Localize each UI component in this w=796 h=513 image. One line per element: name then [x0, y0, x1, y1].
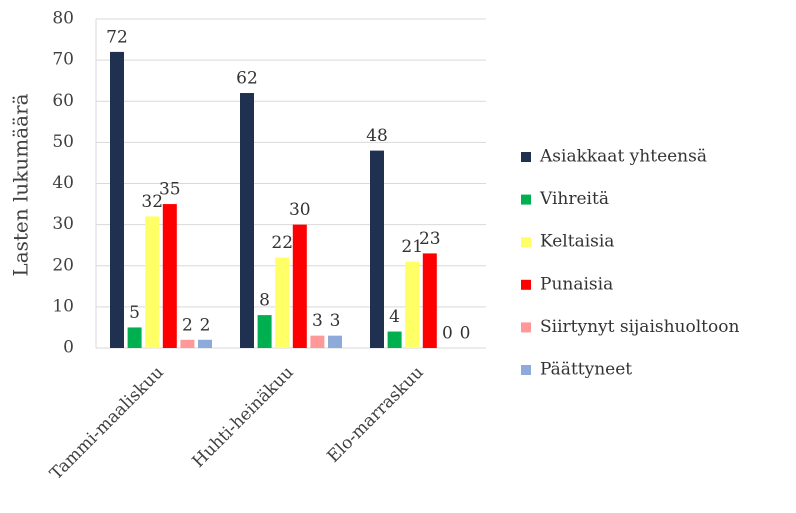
data-label: 0 [442, 324, 453, 344]
legend-swatch [521, 194, 531, 205]
y-tick-label: 60 [52, 91, 74, 111]
y-tick-label: 30 [52, 214, 74, 234]
data-label: 2 [200, 315, 211, 335]
x-tick-label: Tammi-maaliskuu [46, 363, 167, 484]
data-label: 30 [289, 200, 311, 220]
bar [275, 257, 290, 348]
bar [370, 150, 384, 348]
data-label: 4 [389, 307, 400, 327]
data-label: 3 [312, 311, 323, 331]
x-tick-label: Huhti-heinäkuu [188, 363, 297, 472]
bar [110, 51, 124, 349]
data-label: 3 [330, 311, 341, 331]
data-label: 32 [141, 192, 163, 212]
bar [422, 253, 437, 348]
data-label: 0 [460, 324, 471, 344]
data-label: 72 [106, 27, 128, 47]
y-tick-label: 20 [52, 255, 74, 275]
data-label: 21 [401, 237, 423, 257]
y-tick-label: 0 [63, 338, 74, 358]
legend-label: Vihreitä [539, 189, 609, 209]
bar [162, 204, 177, 348]
bar [257, 315, 272, 348]
legend-label: Asiakkaat yhteensä [539, 147, 707, 167]
data-label: 5 [129, 303, 140, 323]
bar [310, 335, 325, 348]
data-label: 2 [182, 315, 193, 335]
legend-label: Siirtynyt sijaishuoltoon [540, 317, 739, 337]
y-axis-label: Lasten lukumäärä [9, 93, 33, 276]
bar [198, 339, 212, 348]
y-tick-label: 40 [52, 173, 74, 193]
legend-swatch [521, 237, 531, 248]
data-label: 62 [236, 69, 258, 89]
legend-label: Päättyneet [540, 360, 632, 380]
bar [405, 261, 420, 348]
y-tick-label: 10 [52, 296, 74, 316]
bar [127, 327, 142, 348]
data-label: 35 [159, 180, 181, 200]
y-tick-label: 50 [52, 132, 74, 152]
data-label: 8 [259, 291, 270, 311]
bar [180, 339, 195, 348]
data-label: 48 [366, 126, 388, 146]
legend-swatch [521, 365, 531, 375]
bar [328, 335, 342, 348]
data-label: 23 [419, 229, 441, 249]
legend-label: Punaisia [540, 274, 613, 294]
bar [292, 224, 307, 348]
legend-swatch [521, 322, 531, 333]
x-tick-label: Elo-marraskuu [323, 363, 427, 467]
data-label: 22 [271, 233, 293, 253]
legend-label: Keltaisia [540, 232, 614, 252]
legend-swatch [521, 152, 531, 162]
bar [387, 331, 402, 348]
y-tick-label: 70 [52, 50, 74, 70]
bar [240, 93, 254, 349]
legend-swatch [521, 279, 531, 290]
y-tick-label: 80 [52, 9, 74, 29]
bar [145, 216, 160, 348]
